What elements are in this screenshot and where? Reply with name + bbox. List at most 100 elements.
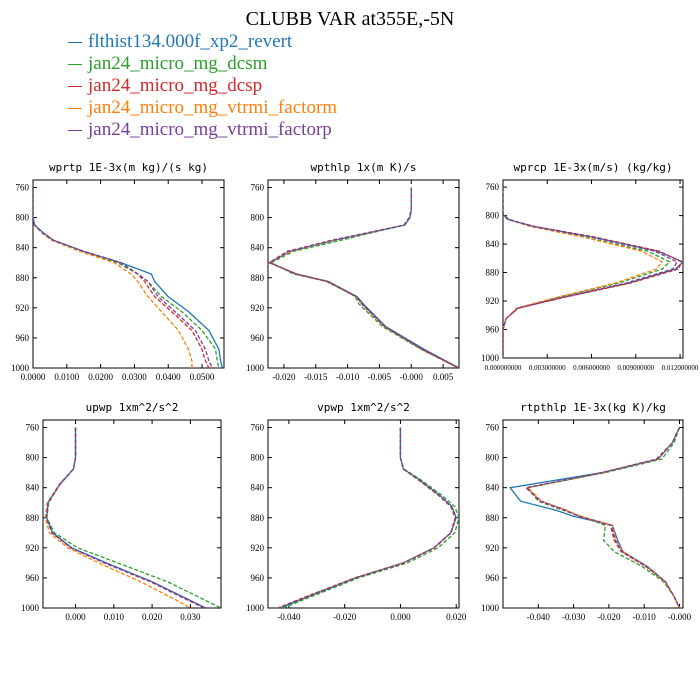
x-tick-label: 0.009000000	[617, 364, 654, 372]
y-tick-label: 960	[26, 573, 40, 583]
x-tick-label: -0.010	[336, 372, 360, 382]
x-tick-label: 0.000	[65, 612, 86, 622]
series-line	[33, 187, 223, 368]
x-tick-label: 0.003000000	[529, 364, 566, 372]
y-tick-label: 880	[486, 268, 500, 278]
legend-swatch	[68, 41, 82, 43]
chart-title: CLUBB VAR at355E,-5N	[245, 8, 455, 30]
series-line	[45, 427, 205, 608]
legend-label: jan24_micro_mg_dcsp	[88, 75, 263, 96]
y-tick-label: 760	[486, 423, 500, 433]
x-tick-label: 0.0000	[21, 372, 46, 382]
y-tick-label: 760	[251, 423, 265, 433]
series-line	[268, 187, 459, 368]
x-tick-label: 0.0500	[190, 372, 215, 382]
x-tick-label: 0.0400	[156, 372, 181, 382]
series-line	[503, 187, 679, 358]
series-line	[33, 187, 220, 368]
x-tick-label: 0.0100	[54, 372, 79, 382]
series-line	[278, 427, 457, 608]
y-tick-label: 1000	[481, 353, 500, 363]
y-tick-label: 880	[26, 513, 40, 523]
y-tick-label: 760	[486, 182, 500, 192]
x-tick-label: -0.000	[400, 372, 424, 382]
plot-frame	[42, 419, 222, 609]
x-tick-label: -0.020	[333, 612, 357, 622]
plot-frame	[32, 179, 225, 369]
legend-swatch	[68, 63, 82, 65]
x-tick-label: 0.020	[142, 612, 163, 622]
x-tick-label: 0.0200	[88, 372, 113, 382]
y-tick-label: 880	[251, 513, 265, 523]
y-tick-label: 800	[251, 213, 265, 223]
x-tick-label: -0.040	[527, 612, 551, 622]
y-tick-label: 800	[16, 213, 30, 223]
series-line	[45, 427, 206, 608]
y-tick-label: 840	[486, 483, 500, 493]
y-tick-label: 920	[251, 543, 265, 553]
y-tick-label: 880	[16, 273, 30, 283]
subplot-title: wprcp 1E-3x(m/s) (kg/kg)	[514, 161, 673, 174]
y-tick-label: 800	[251, 453, 265, 463]
series-line	[283, 427, 459, 608]
y-tick-label: 960	[251, 333, 265, 343]
x-tick-label: -0.015	[304, 372, 328, 382]
y-tick-label: 960	[486, 325, 500, 335]
subplot-title: vpwp 1xm^2/s^2	[317, 401, 410, 414]
x-tick-label: -0.005	[368, 372, 392, 382]
x-tick-label: 0.010	[104, 612, 125, 622]
series-line	[44, 427, 191, 608]
subplot: rtpthlp 1E-3x(kg K)/kg 760 800 840 880 920 960…	[481, 401, 692, 622]
y-tick-label: 920	[16, 303, 30, 313]
series-line	[525, 427, 681, 608]
y-tick-label: 920	[486, 543, 500, 553]
y-tick-label: 1000	[481, 603, 500, 613]
series-line	[33, 187, 213, 368]
y-tick-label: 840	[251, 243, 265, 253]
series-line	[526, 427, 681, 608]
y-tick-label: 1000	[246, 363, 265, 373]
x-tick-label: -0.040	[277, 612, 301, 622]
subplot: upwp 1xm^2/s^2 760 800 840 880 920 960 1000 0.00…	[21, 401, 222, 622]
y-tick-label: 960	[16, 333, 30, 343]
legend-label: jan24_micro_mg_dcsm	[88, 53, 268, 74]
x-tick-label: -0.020	[272, 372, 296, 382]
legend-label: flthist134.000f_xp2_revert	[88, 31, 293, 52]
x-tick-label: 0.000	[390, 612, 411, 622]
series-line	[503, 187, 683, 358]
legend-item: jan24_micro_mg_vtrmi_factorp	[68, 119, 337, 141]
x-tick-label: 0.012000000	[662, 364, 699, 372]
legend-item: jan24_micro_mg_dcsm	[68, 53, 337, 75]
x-tick-label: 0.000000000	[485, 364, 522, 372]
x-tick-label: -0.020	[597, 612, 621, 622]
legend-swatch	[68, 129, 82, 131]
y-tick-label: 1000	[11, 363, 30, 373]
subplot: wpthlp 1x(m K)/s 760 800 840 880 920 960 1000 -0…	[246, 161, 460, 382]
series-line	[268, 187, 459, 368]
y-tick-label: 920	[486, 296, 500, 306]
series-line	[46, 427, 206, 608]
plot-frame	[267, 179, 460, 369]
y-tick-label: 840	[486, 239, 500, 249]
y-tick-label: 960	[486, 573, 500, 583]
y-tick-label: 840	[16, 243, 30, 253]
y-tick-label: 760	[251, 183, 265, 193]
series-line	[524, 427, 681, 608]
series-line	[508, 427, 681, 608]
subplot: wprtp 1E-3x(m kg)/(s kg) 760 800 840 880 920 9…	[11, 161, 225, 382]
legend-item: jan24_micro_mg_vtrmi_factorm	[68, 97, 337, 119]
y-tick-label: 920	[26, 543, 40, 553]
y-tick-label: 960	[251, 573, 265, 583]
y-tick-label: 840	[26, 483, 40, 493]
y-tick-label: 880	[251, 273, 265, 283]
legend-swatch	[68, 85, 82, 87]
legend-item: flthist134.000f_xp2_revert	[68, 31, 337, 53]
y-tick-label: 760	[26, 423, 40, 433]
x-tick-label: -0.000	[668, 612, 692, 622]
series-line	[33, 187, 193, 368]
y-tick-label: 840	[251, 483, 265, 493]
x-tick-label: 0.0300	[122, 372, 147, 382]
y-tick-label: 800	[26, 453, 40, 463]
plot-frame	[267, 419, 460, 609]
